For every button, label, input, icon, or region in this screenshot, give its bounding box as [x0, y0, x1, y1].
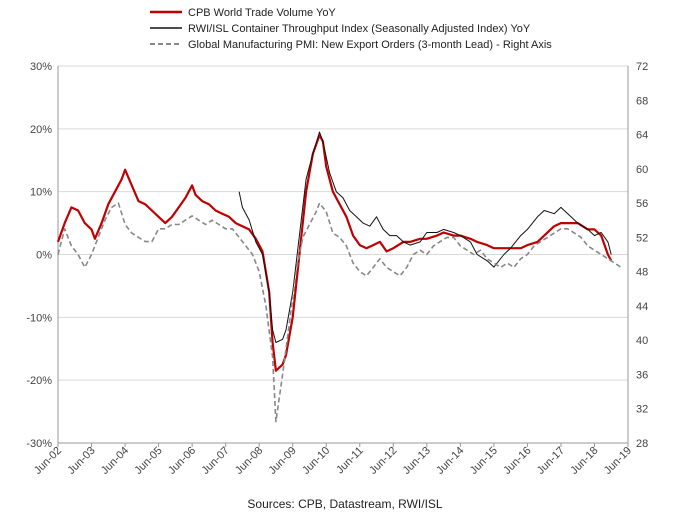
left-tick-label: -10%: [26, 312, 52, 324]
right-tick-label: 36: [636, 369, 648, 381]
x-tick-label: Jun-06: [166, 445, 198, 477]
x-tick-label: Jun-11: [334, 445, 366, 477]
right-tick-label: 48: [636, 267, 648, 279]
right-tick-label: 60: [636, 164, 648, 176]
left-tick-label: -30%: [26, 438, 52, 450]
left-tick-label: 10%: [30, 187, 52, 199]
series-line-2: [238, 131, 612, 343]
right-tick-label: 44: [636, 301, 648, 313]
right-tick-label: 64: [636, 130, 648, 142]
left-tick-label: 20%: [30, 124, 52, 136]
series-layer: [56, 131, 622, 423]
source-note: Sources: CPB, Datastream, RWI/ISL: [247, 497, 443, 511]
legend-label-2: RWI/ISL Container Throughput Index (Seas…: [188, 23, 531, 35]
x-tick-label: Jun-19: [602, 445, 634, 477]
right-tick-label: 72: [636, 61, 648, 73]
x-tick-label: Jun-17: [535, 445, 567, 477]
legend-label-1: CPB World Trade Volume YoY: [188, 7, 336, 19]
x-tick-label: Jun-18: [568, 445, 600, 477]
right-tick-label: 28: [636, 438, 648, 450]
left-axis-ticks: -30% -20% -10% 0% 10% 20% 30%: [26, 61, 52, 450]
grid-lines: [58, 65, 628, 444]
x-axis-ticks: Jun-02 Jun-03 Jun-04 Jun-05 Jun-06 Jun-07 Jun-…: [32, 443, 634, 477]
right-tick-label: 52: [636, 232, 648, 244]
left-tick-label: 30%: [30, 61, 52, 73]
right-axis-ticks: 28 32 36 40 44 48 52 56 60 64 68 72: [636, 61, 648, 450]
x-tick-label: Jun-03: [65, 445, 97, 477]
right-tick-label: 40: [636, 335, 648, 347]
right-tick-label: 56: [636, 198, 648, 210]
series-line-1: [56, 134, 613, 372]
x-tick-label: Jun-12: [367, 445, 399, 477]
x-tick-label: Jun-10: [300, 445, 332, 477]
x-tick-label: Jun-08: [233, 445, 265, 477]
left-tick-label: -20%: [26, 375, 52, 387]
x-tick-label: Jun-07: [199, 445, 231, 477]
x-tick-label: Jun-05: [132, 445, 164, 477]
x-tick-label: Jun-13: [401, 445, 433, 477]
x-tick-label: Jun-09: [267, 445, 299, 477]
right-tick-label: 32: [636, 404, 648, 416]
series-line-3: [57, 202, 622, 423]
left-tick-label: 0%: [36, 250, 52, 262]
x-tick-label: Jun-14: [434, 445, 466, 477]
right-tick-label: 68: [636, 95, 648, 107]
x-tick-label: Jun-15: [468, 445, 500, 477]
legend: CPB World Trade Volume YoY RWI/ISL Contai…: [150, 7, 552, 51]
x-tick-label: Jun-16: [501, 445, 533, 477]
x-tick-label: Jun-04: [99, 445, 131, 477]
legend-label-3: Global Manufacturing PMI: New Export Ord…: [188, 39, 552, 51]
